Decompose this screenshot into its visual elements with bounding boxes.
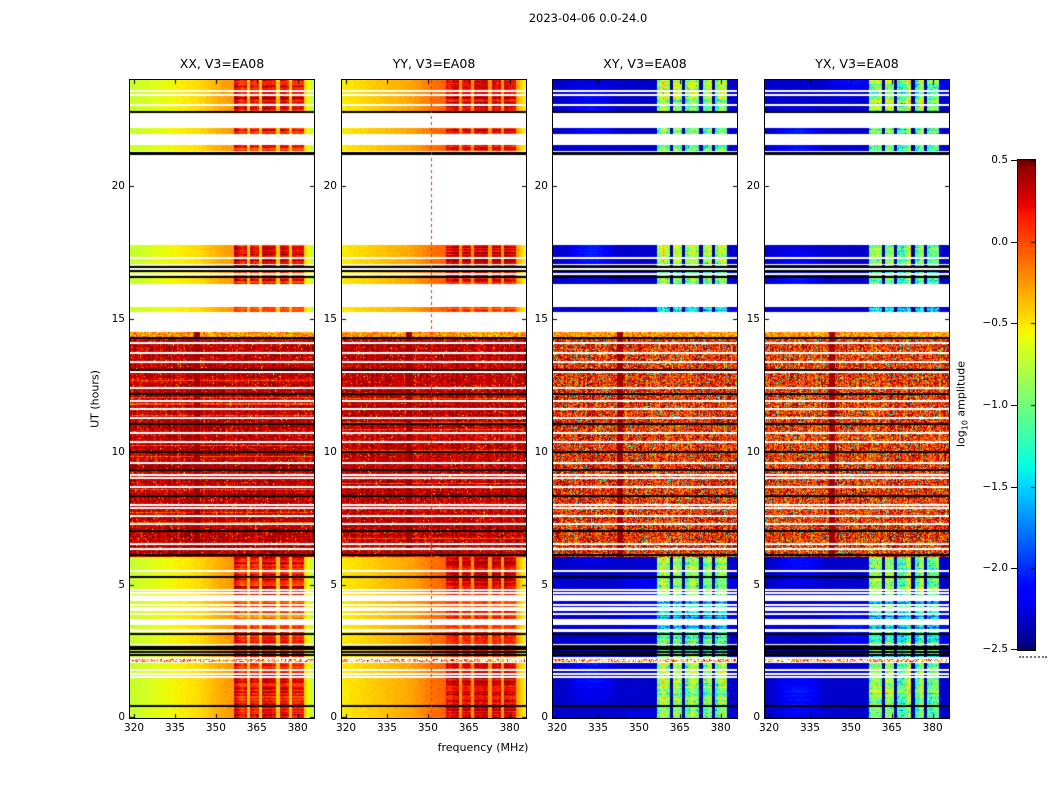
y-tick-label: 15 bbox=[111, 313, 125, 326]
colorbar-tick bbox=[1011, 242, 1018, 243]
y-tick-label: 5 bbox=[541, 579, 548, 592]
panel-xx: XX, V3=EA08 320 335 350 365 380 0 5 10 15 20 bbox=[112, 56, 315, 734]
colorbar-tick-label: −0.5 bbox=[982, 317, 1009, 329]
x-tick-label: 365 bbox=[669, 722, 690, 734]
y-tick-label: 0 bbox=[330, 711, 337, 723]
colorbar-tick-label: −1.0 bbox=[982, 399, 1009, 411]
spectrogram-canvas-xx bbox=[129, 79, 315, 719]
colorbar-tick-label: −2.0 bbox=[982, 562, 1009, 574]
spectrogram-canvas-yx bbox=[764, 79, 950, 719]
colorbar-tick-label: 0.0 bbox=[991, 236, 1008, 248]
colorbar-tick bbox=[1011, 323, 1018, 324]
panel-title-yx: YX, V3=EA08 bbox=[815, 56, 899, 71]
y-tick-label: 20 bbox=[111, 180, 125, 193]
x-tick-label: 335 bbox=[587, 722, 608, 734]
y-axis-label: UT (hours) bbox=[88, 370, 102, 428]
x-tick-label: 320 bbox=[336, 722, 357, 734]
x-tick-label: 350 bbox=[840, 722, 861, 734]
x-tick-label: 380 bbox=[710, 722, 731, 734]
figure-title: 2023-04-06 0.0-24.0 bbox=[528, 11, 648, 25]
colorbar bbox=[1017, 159, 1036, 651]
colorbar-tick bbox=[1011, 487, 1018, 488]
colorbar-tick bbox=[1011, 405, 1018, 406]
y-tick-label: 20 bbox=[746, 180, 760, 193]
colorbar-label-pre: log bbox=[954, 430, 968, 448]
y-tick-label: 20 bbox=[323, 180, 337, 193]
colorbar-tick-label: 0.5 bbox=[991, 154, 1008, 166]
colorbar-extend-dots bbox=[1019, 656, 1047, 658]
x-tick-label: 335 bbox=[164, 722, 185, 734]
panel-yx: YX, V3=EA08 320 335 350 365 380 0 5 10 15 20 bbox=[747, 56, 950, 734]
y-tick-label: 5 bbox=[753, 579, 760, 592]
y-tick-label: 5 bbox=[330, 579, 337, 592]
colorbar-canvas bbox=[1017, 159, 1036, 651]
colorbar-label-sub: 10 bbox=[960, 420, 970, 431]
panel-yy: YY, V3=EA08 320 335 350 365 380 0 5 10 15 20 bbox=[324, 56, 527, 734]
x-tick-label: 380 bbox=[499, 722, 520, 734]
x-tick-label: 320 bbox=[759, 722, 780, 734]
x-tick-label: 350 bbox=[205, 722, 226, 734]
colorbar-tick bbox=[1011, 160, 1018, 161]
x-axis-label: frequency (MHz) bbox=[437, 741, 529, 754]
x-tick-label: 380 bbox=[287, 722, 308, 734]
x-tick-label: 320 bbox=[124, 722, 145, 734]
y-tick-label: 15 bbox=[323, 313, 337, 326]
colorbar-tick bbox=[1011, 649, 1018, 650]
y-tick-label: 0 bbox=[118, 711, 125, 723]
panel-xy: XY, V3=EA08 320 335 350 365 380 0 5 10 15 20 bbox=[535, 56, 738, 734]
spectrogram-canvas-yy bbox=[341, 79, 527, 719]
colorbar-tick-label: −1.5 bbox=[982, 481, 1009, 493]
x-tick-label: 350 bbox=[417, 722, 438, 734]
colorbar-label-post: amplitude bbox=[954, 360, 968, 421]
y-tick-label: 0 bbox=[753, 711, 760, 723]
panel-title-xy: XY, V3=EA08 bbox=[603, 56, 687, 71]
x-tick-label: 335 bbox=[799, 722, 820, 734]
y-tick-label: 10 bbox=[534, 446, 548, 459]
y-tick-label: 10 bbox=[746, 446, 760, 459]
y-tick-label: 10 bbox=[323, 446, 337, 459]
colorbar-tick bbox=[1011, 568, 1018, 569]
colorbar-tick-label: −2.5 bbox=[982, 643, 1009, 655]
x-tick-label: 365 bbox=[458, 722, 479, 734]
y-tick-label: 10 bbox=[111, 446, 125, 459]
x-tick-label: 365 bbox=[246, 722, 267, 734]
y-tick-label: 0 bbox=[541, 711, 548, 723]
y-tick-label: 15 bbox=[534, 313, 548, 326]
x-tick-label: 365 bbox=[881, 722, 902, 734]
y-tick-label: 15 bbox=[746, 313, 760, 326]
y-tick-label: 20 bbox=[534, 180, 548, 193]
x-tick-label: 335 bbox=[376, 722, 397, 734]
x-tick-label: 380 bbox=[922, 722, 943, 734]
panel-title-xx: XX, V3=EA08 bbox=[179, 56, 265, 71]
y-tick-label: 5 bbox=[118, 579, 125, 592]
spectrogram-canvas-xy bbox=[552, 79, 738, 719]
x-tick-label: 350 bbox=[628, 722, 649, 734]
panel-title-yy: YY, V3=EA08 bbox=[392, 56, 476, 71]
x-tick-label: 320 bbox=[547, 722, 568, 734]
